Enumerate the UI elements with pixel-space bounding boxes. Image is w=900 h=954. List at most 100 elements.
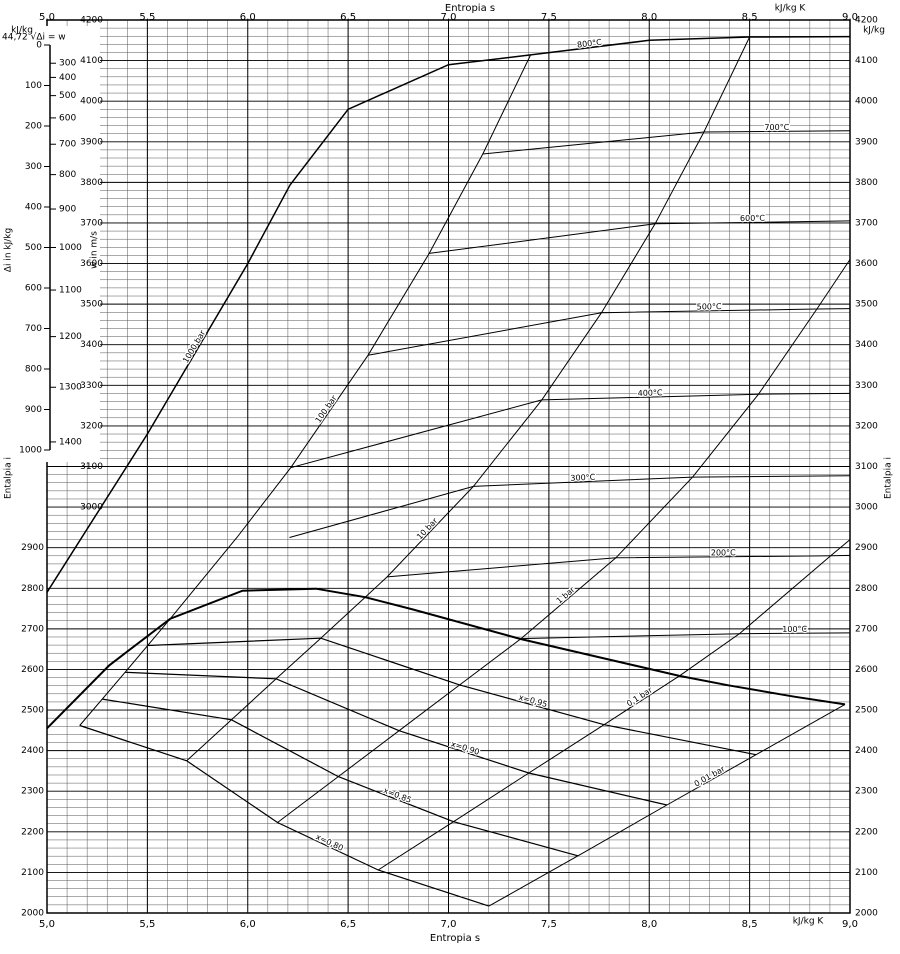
y-tick-label-left: 2500 — [21, 706, 44, 716]
x-tick-label-bottom: 5,0 — [39, 919, 55, 930]
x-tick-label-top: 5,0 — [39, 12, 55, 23]
curve-label: 600°C — [740, 214, 765, 223]
y-tick-label-left: 2800 — [21, 584, 44, 594]
x-tick-label-bottom: 8,0 — [641, 919, 657, 930]
nomogram-di-label: 600 — [25, 284, 42, 294]
grid — [46, 19, 851, 914]
x-tick-label-bottom: 6,5 — [340, 919, 356, 930]
nomogram-di-label: 400 — [25, 203, 42, 213]
y-tick-label-right: 2300 — [855, 787, 878, 797]
curve — [377, 539, 851, 871]
y-unit-right: kJ/kg — [863, 26, 885, 36]
nomogram-di-label: 500 — [25, 243, 42, 253]
y-tick-label-right: 2500 — [855, 706, 878, 716]
nomogram-w-label: 800 — [59, 170, 76, 180]
y-tick-label-left: 3600 — [80, 259, 103, 269]
nomogram-di-label: Δi in kJ/kg — [4, 228, 14, 272]
curve — [290, 392, 851, 469]
curve — [482, 130, 851, 155]
y-tick-label-left: 2900 — [21, 543, 44, 553]
x-tick-label-top: 7,0 — [441, 12, 457, 23]
nomogram-w-label: 1000 — [59, 243, 82, 253]
nomogram-w-label: 600 — [59, 113, 76, 123]
curve-label: 100°C — [782, 625, 807, 634]
y-tick-label-left: 4200 — [80, 16, 103, 26]
y-tick-label-left: 2600 — [21, 665, 44, 675]
x-tick-label-top: 8,0 — [641, 12, 657, 23]
curves — [46, 35, 851, 907]
y-tick-label-right: 3800 — [855, 178, 878, 188]
nomogram-title: 44,72 √Δi = w — [2, 32, 66, 43]
x-tick-label-top: 5,5 — [139, 12, 155, 23]
curve-label: 700°C — [764, 123, 789, 132]
y-tick-label-right: 3900 — [855, 137, 878, 147]
curve — [289, 35, 851, 186]
y-tick-label-right: 2900 — [855, 543, 878, 553]
nomogram-w-label: 900 — [59, 205, 76, 215]
curve — [367, 308, 851, 356]
y-tick-label-left: 2000 — [21, 909, 44, 919]
curve — [46, 184, 291, 593]
curve — [387, 554, 851, 578]
y-tick-label-right: 2200 — [855, 827, 878, 837]
nomogram-di-label: 300 — [25, 162, 42, 172]
nomogram-w-label: 1300 — [59, 383, 82, 393]
plot-frame — [46, 19, 851, 914]
curve-label: 800°C — [577, 38, 603, 50]
y-tick-label-left: 3900 — [80, 137, 103, 147]
nomogram-w-label: 500 — [59, 91, 76, 101]
nomogram-di-label: 1000 — [19, 446, 42, 456]
y-axis-title-left: Entalpia i — [4, 457, 14, 499]
curve-label: 500°C — [697, 302, 722, 311]
y-tick-label-right: 2700 — [855, 624, 878, 634]
y-tick-label-left: 3200 — [80, 421, 103, 431]
y-tick-label-right: 4200 — [855, 16, 878, 26]
x-tick-label-bottom: 6,0 — [240, 919, 256, 930]
nomogram-di-label: 900 — [25, 405, 42, 415]
x-tick-label-bottom: 7,5 — [541, 919, 557, 930]
x-tick-label-top: 9,0 — [842, 12, 858, 23]
nomogram-w-label: 700 — [59, 140, 76, 150]
curve-label: 200°C — [711, 548, 736, 557]
y-tick-label-left: 2100 — [21, 868, 44, 878]
y-tick-label-right: 2000 — [855, 909, 878, 919]
y-tick-label-right: 3300 — [855, 381, 878, 391]
y-tick-label-left: 3800 — [80, 178, 103, 188]
y-tick-label-right: 4000 — [855, 97, 878, 107]
nomogram-w-label: 1400 — [59, 437, 82, 447]
y-tick-label-left: 2700 — [21, 624, 44, 634]
curve-label: 300°C — [570, 473, 596, 483]
y-tick-label-left: 3100 — [80, 462, 103, 472]
x-tick-label-top: 6,5 — [340, 12, 356, 23]
x-tick-label-top: 6,0 — [240, 12, 256, 23]
nomogram-di-label: 100 — [25, 81, 42, 91]
y-tick-label-right: 3700 — [855, 218, 878, 228]
x-axis-title-bottom: Entropia s — [430, 933, 480, 944]
nomogram-w-label: 400 — [59, 73, 76, 83]
y-tick-label-left: 2300 — [21, 787, 44, 797]
y-axis-title-right: Entalpia i — [884, 457, 894, 499]
y-tick-label-left: 3000 — [80, 503, 103, 513]
y-tick-label-left: 3300 — [80, 381, 103, 391]
y-tick-label-left: 2200 — [21, 827, 44, 837]
nomogram-di-label: 0 — [36, 41, 42, 51]
y-tick-label-right: 3400 — [855, 340, 878, 350]
curve — [186, 36, 751, 762]
x-tick-label-top: 7,5 — [541, 12, 557, 23]
nomogram-di-label: 800 — [25, 365, 42, 375]
curve-label: 400°C — [638, 388, 663, 398]
y-tick-label-right: 3500 — [855, 300, 878, 310]
y-tick-label-left: 2400 — [21, 746, 44, 756]
nomogram-w-label: w in m/s — [90, 231, 100, 269]
curve — [520, 632, 851, 640]
y-tick-label-left: 3700 — [80, 218, 103, 228]
nomogram-w-label: 1200 — [59, 332, 82, 342]
x-axis-title-top: Entropia s — [445, 3, 495, 14]
nomogram-w-label: 1100 — [59, 286, 82, 296]
y-tick-label-right: 3200 — [855, 421, 878, 431]
x-unit-bottom: kJ/kg K — [793, 917, 825, 927]
x-tick-label-bottom: 8,5 — [742, 919, 758, 930]
y-tick-label-left: 3500 — [80, 300, 103, 310]
y-tick-label-right: 4100 — [855, 56, 878, 66]
curve — [429, 220, 851, 254]
